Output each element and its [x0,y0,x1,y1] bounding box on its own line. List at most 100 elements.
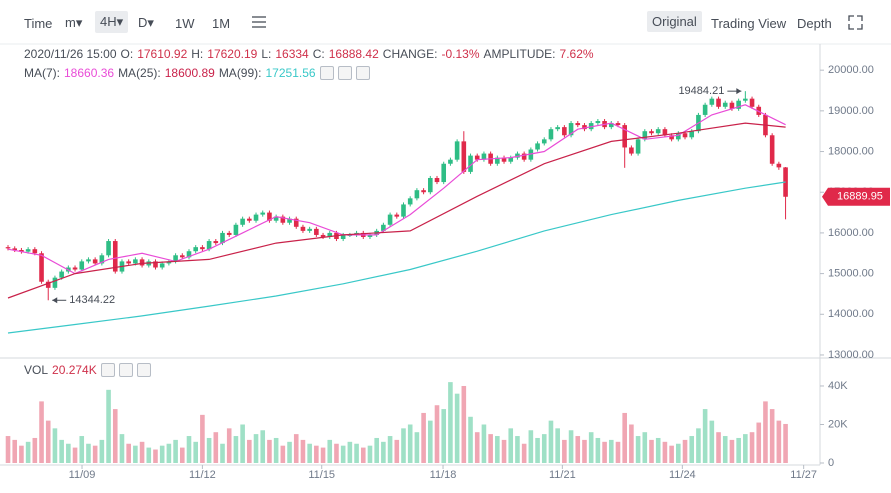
volume-bar [354,443,359,463]
volume-bar [629,424,634,463]
candle-body [19,249,24,252]
candle-body [387,214,393,225]
volume-bar [763,401,768,463]
candle-body [240,218,245,225]
settings-icon[interactable] [252,16,266,28]
candle-body [72,267,78,270]
volume-bar [66,443,71,463]
candle-body [535,143,540,150]
volume-bar [776,420,782,463]
volume-bar [414,432,420,463]
volume-bar [521,443,527,463]
candle-body [441,163,447,183]
volume-bar [669,445,674,463]
high-marker-head [736,88,742,95]
info-value: 17610.92 [137,47,188,61]
info-value: 16888.42 [328,47,379,61]
candle-body [629,147,634,154]
info-value: -0.13% [441,47,480,61]
volume-bar [635,436,641,463]
close-icon[interactable] [355,66,370,80]
volume-bar [45,420,51,463]
toolbar-item[interactable]: 1W [175,15,195,31]
close-icon[interactable] [136,363,151,377]
candle-body [139,259,145,266]
info-value: 17620.19 [207,47,258,61]
info-label: L: [261,47,272,61]
candle-body [555,127,560,130]
candle-body [434,177,440,183]
volume-bar [159,445,165,463]
toolbar-item[interactable]: m▾ [65,15,83,30]
toolbar-item[interactable]: D▾ [138,15,154,30]
y-tick-label: 20000.00 [828,64,874,76]
toolbar-item[interactable]: 4H▾ [95,11,129,33]
volume-bar [756,422,762,463]
volume-tick-label: 40K [828,380,848,392]
volume-bar [481,424,487,463]
volume-bar [32,437,38,463]
candle-body [314,228,319,235]
volume-bar [394,439,400,463]
low-marker-head [52,297,58,304]
volume-bar [126,443,131,463]
volume-bar [655,437,661,463]
candle-body [448,159,453,164]
candle-body [407,198,413,205]
volume-bar [769,409,775,463]
volume-bar [327,439,333,463]
gear-icon[interactable] [337,66,352,80]
candle-body [153,261,158,268]
fullscreen-icon[interactable] [848,15,863,30]
candle-body [39,253,44,282]
volume-bar [360,447,366,463]
volume-bar [689,436,695,463]
y-tick-label: 18000.00 [828,145,874,157]
candle-body [280,216,286,223]
toolbar-item[interactable]: 1M [212,15,231,31]
candle-body [367,234,373,237]
volume-bar [139,441,145,463]
eye-icon[interactable] [100,363,115,377]
volume-bar [119,434,125,463]
candle-body [468,155,473,172]
candle-body [260,212,266,215]
volume-bar [387,436,393,463]
candle-body [159,263,165,268]
candle-body [743,98,748,101]
toolbar-item[interactable]: Time [24,15,53,31]
toolbar-item[interactable]: Original [647,11,702,32]
volume-bar [280,445,286,463]
candle-body [126,261,131,264]
volume-bar [240,424,245,463]
toolbar-item[interactable]: Depth [797,15,832,31]
volume-bar [273,437,279,463]
candle-body [474,155,480,160]
volume-bar [568,430,574,463]
volume-bar [736,437,741,463]
info-label: AMPLITUDE: [483,47,556,61]
high-marker-label: 19484.21 [678,85,724,97]
volume-bar [488,434,493,463]
candle-body [669,135,674,140]
volume-bar [608,439,614,463]
legend-value: 17251.56 [265,66,316,80]
candle-body [615,123,621,126]
candle-body [776,163,782,168]
candle-body [327,232,333,237]
volume-bar [428,420,433,463]
candle-body [749,98,755,107]
y-tick-label: 15000.00 [828,268,874,280]
gear-icon[interactable] [118,363,133,377]
info-label: CHANGE: [382,47,438,61]
volume-bar [716,432,721,463]
candle-body [521,153,527,160]
candle-body [79,261,85,270]
eye-icon[interactable] [319,66,334,80]
candle-body [709,98,715,105]
volume-bar [287,441,292,463]
candle-body [287,218,292,223]
toolbar-item[interactable]: Trading View [711,15,787,31]
